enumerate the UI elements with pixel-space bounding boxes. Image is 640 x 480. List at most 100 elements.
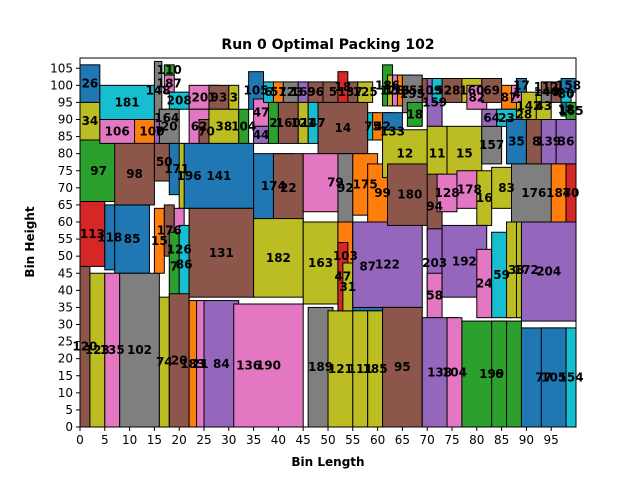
rectangle-label-122: 8 (532, 135, 540, 149)
packed-rectangle-37 (188, 207, 255, 298)
x-tick-label-12: 60 (370, 433, 385, 447)
packed-rectangle-10 (114, 204, 150, 274)
rectangle-label-130: 80 (558, 87, 575, 101)
rectangle-label-120: 28 (516, 107, 533, 121)
x-tick-label-11: 55 (345, 433, 360, 447)
x-tick-label-9: 45 (296, 433, 311, 447)
rectangle-label-11: 98 (126, 167, 143, 181)
y-tick-label-8: 40 (58, 283, 73, 297)
rectangle-label-132: 18 (558, 102, 575, 116)
rectangle-label-126: 43 (535, 99, 552, 113)
rectangle-label-127: 144 (534, 85, 559, 99)
y-tick-label-5: 25 (58, 335, 73, 349)
packed-rectangle-42 (203, 300, 240, 428)
rectangle-label-3: 113 (80, 227, 105, 241)
rectangle-label-125: 142 (516, 99, 541, 113)
rectangle-label-135: 184 (546, 186, 571, 200)
rectangle-label-114: 69 (483, 83, 500, 97)
rectangle-label-75: 103 (333, 249, 358, 263)
rectangle-label-42: 84 (213, 357, 230, 371)
packed-rectangle-87 (406, 101, 423, 127)
rectangle-label-107: 192 (452, 254, 477, 268)
rectangle-label-52: 2 (269, 116, 277, 130)
chart-title: Run 0 Optimal Packing 102 (221, 37, 434, 53)
rectangle-label-93: 152 (427, 83, 452, 97)
rectangle-label-76: 47 (335, 270, 352, 284)
rectangle-label-46: 44 (253, 128, 270, 142)
packed-rectangle-29 (228, 84, 240, 110)
rectangle-label-84: 116 (385, 83, 410, 97)
rectangle-label-86: 195 (400, 87, 425, 101)
rectangle-label-14: 148 (146, 83, 171, 97)
rectangle-label-6: 118 (97, 230, 122, 244)
rectangle-label-77: 31 (339, 280, 356, 294)
rectangle-label-82: 186 (375, 78, 400, 92)
rectangle-label-95: 160 (459, 83, 484, 97)
rectangle-label-129: 9 (552, 85, 560, 99)
rectangle-label-13: 102 (127, 343, 152, 357)
y-tick-label-21: 105 (50, 61, 73, 75)
rectangle-label-70: 42 (374, 119, 391, 133)
rectangle-label-31: 141 (206, 169, 231, 183)
rectangle-label-50: 169 (291, 85, 316, 99)
rectangle-label-63: 189 (308, 360, 333, 374)
rectangle-label-137: 33 (508, 263, 525, 277)
rectangle-label-7: 181 (115, 95, 140, 109)
y-tick-label-4: 20 (58, 352, 73, 366)
rectangle-label-9: 100 (139, 124, 164, 138)
rectangle-label-96: 82 (468, 90, 485, 104)
rectangle-label-59: 79 (327, 176, 344, 190)
rectangle-label-123: 139 (536, 135, 561, 149)
y-tick-label-0: 0 (65, 420, 73, 434)
rectangle-label-41: 21 (192, 357, 209, 371)
y-tick-label-15: 75 (58, 164, 73, 178)
rectangle-label-34: 126 (167, 242, 192, 256)
rectangle-label-0: 26 (82, 77, 99, 91)
x-tick-label-13: 65 (395, 433, 410, 447)
rectangle-label-16: 110 (157, 63, 182, 77)
rectangle-label-32: 15 (151, 234, 168, 248)
packed-rectangle-31 (183, 142, 255, 209)
y-tick-label-3: 15 (58, 369, 73, 383)
packed-rectangle-79 (352, 221, 423, 308)
rectangle-label-101: 128 (435, 186, 460, 200)
x-tick-label-3: 15 (147, 433, 162, 447)
packed-rectangle-90 (387, 163, 433, 226)
rectangle-label-54: 121 (291, 116, 316, 130)
packed-rectangle-58 (272, 153, 304, 223)
x-tick-label-17: 85 (494, 433, 509, 447)
rectangle-label-23: 196 (177, 169, 202, 183)
rectangle-label-43: 136 (236, 359, 261, 373)
rectangle-label-48: 57 (270, 85, 287, 99)
rectangle-label-110: 138 (427, 365, 452, 379)
rectangle-label-69: 75 (364, 119, 381, 133)
rectangle-label-136: 70 (563, 186, 580, 200)
rectangle-label-118: 64 (483, 111, 500, 125)
rectangle-label-74: 99 (374, 186, 391, 200)
y-tick-label-17: 85 (58, 130, 73, 144)
rectangle-label-109: 59 (493, 268, 510, 282)
packed-rectangle-61 (302, 221, 339, 305)
rectangle-label-91: 95 (394, 360, 411, 374)
rectangle-label-24: 201 (191, 90, 216, 104)
rectangle-label-27: 70 (198, 124, 215, 138)
packed-rectangle-67 (337, 71, 349, 103)
y-tick-label-13: 65 (58, 198, 73, 212)
rectangle-label-113: 6 (495, 367, 503, 381)
y-tick-label-19: 95 (58, 95, 73, 109)
y-tick-label-16: 80 (58, 147, 73, 161)
x-tick-label-5: 25 (196, 433, 211, 447)
rectangle-label-10: 85 (124, 232, 141, 246)
x-tick-label-0: 0 (76, 433, 84, 447)
rectangle-label-94: 28 (444, 83, 461, 97)
rectangle-label-53: 160 (276, 116, 301, 130)
rectangle-label-72: 92 (337, 181, 354, 195)
x-tick-label-8: 40 (271, 433, 286, 447)
rectangle-label-45: 47 (253, 106, 270, 120)
rectangle-label-22: 171 (164, 162, 189, 176)
packed-rectangle-60 (253, 218, 304, 298)
rectangle-label-98: 15 (456, 147, 473, 161)
x-tick-label-18: 90 (519, 433, 534, 447)
x-tick-label-15: 75 (444, 433, 459, 447)
